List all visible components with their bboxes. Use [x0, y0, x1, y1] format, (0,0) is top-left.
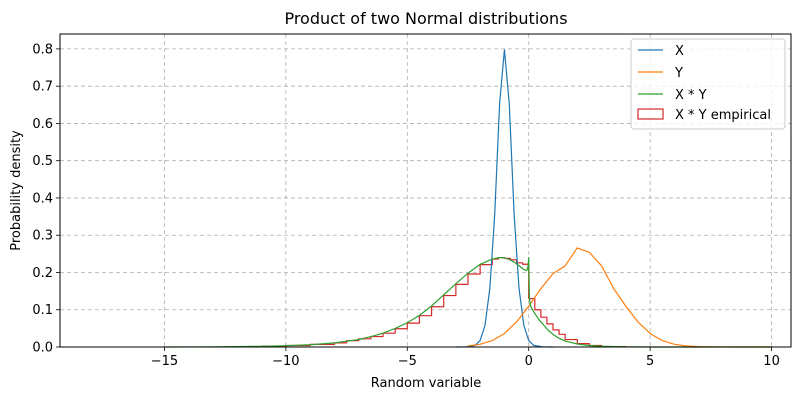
- y-tick-label: 0.5: [32, 154, 53, 169]
- x-tick-label: 0: [525, 354, 533, 369]
- axes-frame: [59, 33, 792, 348]
- y-tick-label: 0.6: [32, 117, 53, 132]
- y-axis-label: Probability density: [9, 130, 24, 251]
- legend-swatch-xy-empirical: [637, 108, 664, 120]
- plot-area: [164, 49, 772, 348]
- y-tick-label: 0.2: [32, 266, 53, 281]
- series-x-y-line: [164, 256, 772, 348]
- y-tick-label: 0.3: [32, 229, 53, 244]
- legend-label-xy-empirical: X * Y empirical: [675, 108, 771, 123]
- y-tick-label: 0.7: [32, 80, 53, 95]
- y-tick-label: 0.0: [32, 341, 53, 356]
- chart-title: Product of two Normal distributions: [284, 9, 567, 28]
- y-tick-label: 0.1: [32, 303, 53, 318]
- grid: [60, 34, 791, 348]
- series-y-line: [467, 247, 772, 348]
- x-tick-label: 10: [763, 354, 780, 369]
- axis-ticks: −15 −10 −5 0 5 10 0.0 0.1 0.2 0.3 0.4 0.5 0.6 0.7 0.8: [32, 42, 780, 369]
- x-tick-label: 5: [646, 354, 654, 369]
- x-tick-label: −5: [398, 354, 417, 369]
- x-tick-label: −15: [151, 354, 178, 369]
- y-tick-label: 0.4: [32, 191, 53, 206]
- y-tick-label: 0.8: [32, 42, 53, 57]
- legend: X Y X * Y X * Y empirical: [630, 38, 786, 130]
- legend-label-x: X: [675, 44, 684, 59]
- legend-label-xy: X * Y: [675, 88, 707, 103]
- x-tick-label: −10: [272, 354, 299, 369]
- x-axis-label: Random variable: [371, 376, 481, 391]
- legend-label-y: Y: [674, 66, 683, 81]
- legend-box: [630, 38, 786, 130]
- series-x-line: [455, 49, 554, 348]
